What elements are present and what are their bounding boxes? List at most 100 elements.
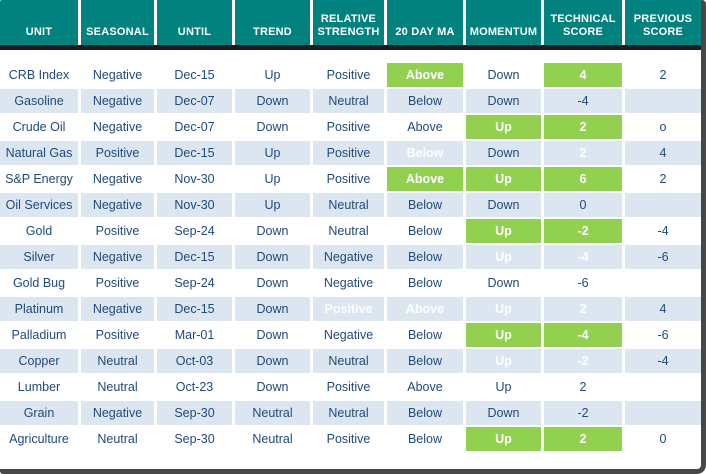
cell-20-day-ma: Above — [387, 167, 463, 191]
cell-seasonal: Negative — [81, 193, 154, 217]
table-row: Grain Negative Sep-30 Neutral Neutral Below Do… — [0, 401, 701, 425]
cell-until: Dec-15 — [157, 297, 232, 321]
cell-relative-strength: Positive — [313, 115, 384, 139]
table-row: Natural Gas Positive Dec-15 Up Positive Below… — [0, 141, 701, 165]
cell-unit: Agriculture — [0, 427, 78, 451]
cell-20-day-ma: Below — [387, 89, 463, 113]
table-row: Crude Oil Negative Dec-07 Down Positive Above… — [0, 115, 701, 139]
cell-previous-score: -4 — [625, 349, 701, 373]
cell-20-day-ma: Below — [387, 141, 463, 165]
table-row: S&P Energy Negative Nov-30 Up Positive Above U… — [0, 167, 701, 191]
cell-technical-score: 2 — [544, 297, 622, 321]
cell-trend: Up — [235, 141, 310, 165]
cell-technical-score: -6 — [544, 271, 622, 295]
table-row: Palladium Positive Mar-01 Down Negative Below… — [0, 323, 701, 347]
cell-trend: Down — [235, 115, 310, 139]
cell-trend: Down — [235, 375, 310, 399]
cell-20-day-ma: Above — [387, 375, 463, 399]
cell-momentum: Down — [466, 141, 541, 165]
cell-trend: Down — [235, 271, 310, 295]
cell-until: Sep-30 — [157, 401, 232, 425]
cell-technical-score: -2 — [544, 349, 622, 373]
column-header-unit: UNIT — [0, 0, 78, 45]
cell-unit: Crude Oil — [0, 115, 78, 139]
cell-20-day-ma: Below — [387, 401, 463, 425]
cell-seasonal: Neutral — [81, 349, 154, 373]
cell-relative-strength: Negative — [313, 323, 384, 347]
cell-unit: Grain — [0, 401, 78, 425]
cell-trend: Neutral — [235, 427, 310, 451]
table-row: Lumber Neutral Oct-23 Down Positive Above Up 2 — [0, 375, 701, 399]
cell-relative-strength: Positive — [313, 167, 384, 191]
cell-technical-score: 6 — [544, 167, 622, 191]
cell-momentum: Up — [466, 245, 541, 269]
cell-seasonal: Negative — [81, 89, 154, 113]
cell-momentum: Up — [466, 219, 541, 243]
cell-seasonal: Negative — [81, 167, 154, 191]
cell-previous-score: 0 — [625, 427, 701, 451]
cell-momentum: Down — [466, 271, 541, 295]
cell-momentum: Up — [466, 323, 541, 347]
cell-until: Sep-24 — [157, 271, 232, 295]
cell-relative-strength: Neutral — [313, 193, 384, 217]
cell-previous-score — [625, 375, 701, 399]
cell-technical-score: 2 — [544, 115, 622, 139]
cell-relative-strength: Neutral — [313, 349, 384, 373]
cell-momentum: Up — [466, 427, 541, 451]
cell-20-day-ma: Below — [387, 427, 463, 451]
cell-trend: Down — [235, 245, 310, 269]
cell-until: Oct-03 — [157, 349, 232, 373]
cell-seasonal: Negative — [81, 115, 154, 139]
table-row: Oil Services Negative Nov-30 Up Neutral Below… — [0, 193, 701, 217]
column-header-trend: TREND — [235, 0, 310, 45]
cell-previous-score — [625, 193, 701, 217]
cell-seasonal: Neutral — [81, 375, 154, 399]
header-row: UNIT SEASONAL UNTIL TREND RELATIVE STRENGTH 2… — [0, 0, 701, 45]
cell-previous-score: 4 — [625, 297, 701, 321]
cell-until: Dec-07 — [157, 89, 232, 113]
cell-unit: Gold Bug — [0, 271, 78, 295]
column-header-until: UNTIL — [157, 0, 232, 45]
cell-unit: Copper — [0, 349, 78, 373]
cell-relative-strength: Neutral — [313, 219, 384, 243]
cell-trend: Down — [235, 349, 310, 373]
table-body: CRB Index Negative Dec-15 Up Positive Above Do… — [0, 63, 701, 451]
cell-previous-score — [625, 401, 701, 425]
cell-momentum: Down — [466, 63, 541, 87]
cell-technical-score: 2 — [544, 141, 622, 165]
cell-trend: Neutral — [235, 401, 310, 425]
cell-technical-score: -2 — [544, 219, 622, 243]
cell-seasonal: Negative — [81, 63, 154, 87]
cell-momentum: Down — [466, 89, 541, 113]
cell-unit: Platinum — [0, 297, 78, 321]
cell-previous-score: -4 — [625, 219, 701, 243]
cell-previous-score: 2 — [625, 63, 701, 87]
cell-unit: Gold — [0, 219, 78, 243]
column-header-relative-strength: RELATIVE STRENGTH — [313, 0, 384, 45]
cell-until: Dec-07 — [157, 115, 232, 139]
cell-relative-strength: Positive — [313, 427, 384, 451]
cell-unit: Gasoline — [0, 89, 78, 113]
cell-trend: Down — [235, 89, 310, 113]
table-row: Gasoline Negative Dec-07 Down Neutral Below Do… — [0, 89, 701, 113]
cell-until: Sep-24 — [157, 219, 232, 243]
cell-until: Nov-30 — [157, 193, 232, 217]
table-row: CRB Index Negative Dec-15 Up Positive Above Do… — [0, 63, 701, 87]
cell-trend: Up — [235, 193, 310, 217]
cell-20-day-ma: Below — [387, 193, 463, 217]
cell-unit: S&P Energy — [0, 167, 78, 191]
cell-relative-strength: Neutral — [313, 401, 384, 425]
cell-trend: Up — [235, 63, 310, 87]
cell-technical-score: 4 — [544, 63, 622, 87]
cell-trend: Up — [235, 167, 310, 191]
cell-previous-score: -6 — [625, 323, 701, 347]
cell-unit: Silver — [0, 245, 78, 269]
cell-momentum: Up — [466, 167, 541, 191]
cell-seasonal: Positive — [81, 219, 154, 243]
cell-20-day-ma: Above — [387, 115, 463, 139]
cell-until: Dec-15 — [157, 141, 232, 165]
cell-until: Mar-01 — [157, 323, 232, 347]
cell-until: Dec-15 — [157, 63, 232, 87]
cell-seasonal: Negative — [81, 297, 154, 321]
